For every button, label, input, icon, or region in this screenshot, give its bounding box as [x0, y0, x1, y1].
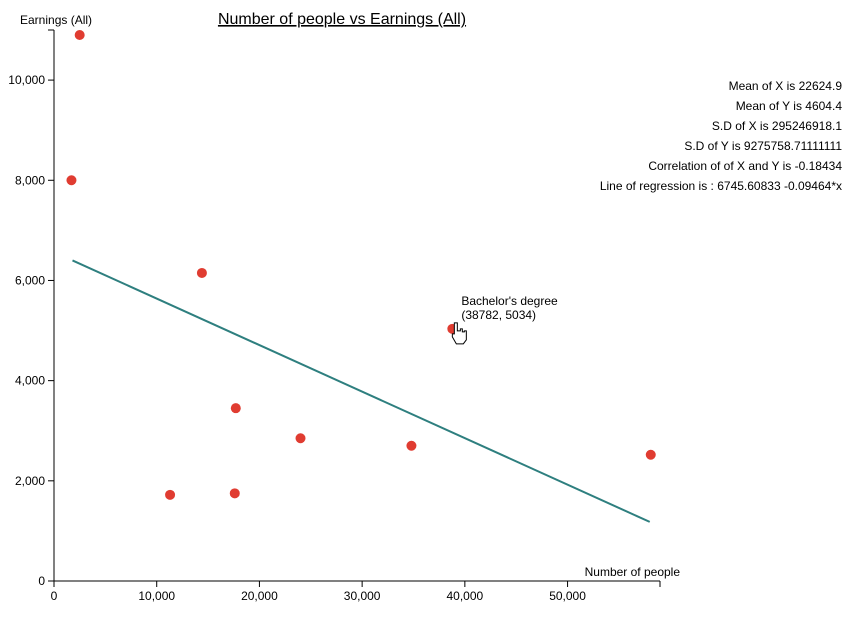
stat-line: Line of regression is : 6745.60833 -0.09… — [600, 179, 842, 193]
y-tick-label: 0 — [38, 574, 45, 588]
y-tick-label: 6,000 — [15, 273, 45, 287]
y-tick-label: 2,000 — [15, 474, 45, 488]
x-tick-label: 0 — [51, 589, 58, 603]
stat-line: Mean of X is 22624.9 — [729, 79, 843, 93]
data-point — [165, 489, 176, 500]
data-point — [230, 403, 241, 414]
y-tick-label: 8,000 — [15, 173, 45, 187]
y-tick-label: 4,000 — [15, 374, 45, 388]
x-tick-label: 50,000 — [549, 589, 586, 603]
hand-cursor-icon — [451, 322, 467, 345]
data-point — [74, 30, 85, 41]
stat-line: S.D of Y is 9275758.71111111 — [684, 139, 842, 153]
data-point — [66, 175, 77, 186]
regression-line — [72, 259, 651, 523]
regression-line-group — [72, 259, 651, 523]
chart-title: Number of people vs Earnings (All) — [218, 11, 466, 28]
data-point — [229, 488, 240, 499]
data-points — [66, 30, 656, 500]
stat-line: Correlation of of X and Y is -0.18434 — [648, 159, 842, 173]
data-point — [196, 267, 207, 278]
stat-line: S.D of X is 295246918.1 — [712, 119, 842, 133]
tooltip-name: Bachelor's degree — [461, 294, 558, 308]
tooltip-value: (38782, 5034) — [461, 308, 536, 322]
x-axis-label: Number of people — [585, 565, 681, 579]
y-tick-label: 10,000 — [8, 73, 45, 87]
statistics-panel: Mean of X is 22624.9 Mean of Y is 4604.4 S… — [600, 79, 842, 193]
x-tick-label: 20,000 — [241, 589, 278, 603]
x-tick-label: 10,000 — [138, 589, 175, 603]
data-point — [645, 449, 656, 460]
x-tick-label: 40,000 — [446, 589, 483, 603]
stat-line: Mean of Y is 4604.4 — [736, 99, 843, 113]
hand-cursor-shape — [451, 322, 467, 345]
y-axis-label: Earnings (All) — [20, 13, 92, 27]
tooltip: Bachelor's degree(38782, 5034) — [451, 294, 558, 345]
data-point — [406, 440, 417, 451]
data-point — [295, 433, 306, 444]
axes: 0 2,000 4,000 6,000 8,000 10,000 0 10,000 20,000… — [8, 29, 661, 603]
x-tick-label: 30,000 — [344, 589, 381, 603]
